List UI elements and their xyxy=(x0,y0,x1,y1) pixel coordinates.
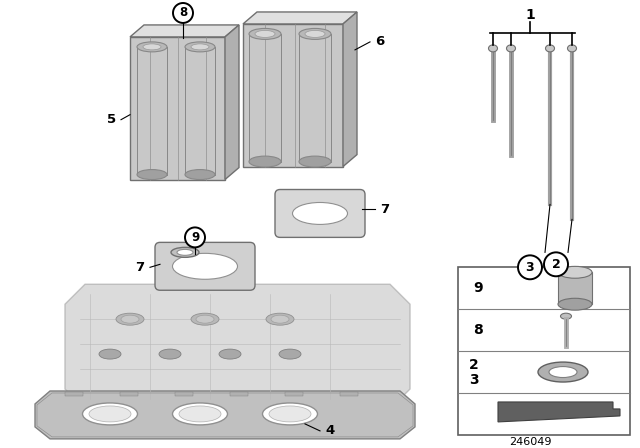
Text: 3: 3 xyxy=(469,373,479,387)
Ellipse shape xyxy=(271,315,289,323)
Ellipse shape xyxy=(299,156,331,167)
Ellipse shape xyxy=(185,169,215,180)
Ellipse shape xyxy=(255,30,275,37)
Ellipse shape xyxy=(549,366,577,378)
Bar xyxy=(340,392,358,396)
Text: 5: 5 xyxy=(108,113,116,126)
Ellipse shape xyxy=(558,267,592,278)
Bar xyxy=(120,392,138,396)
Text: 2: 2 xyxy=(469,358,479,372)
FancyBboxPatch shape xyxy=(155,242,255,290)
Ellipse shape xyxy=(173,254,237,279)
Bar xyxy=(285,392,303,396)
Ellipse shape xyxy=(191,44,209,50)
Ellipse shape xyxy=(191,313,219,325)
Ellipse shape xyxy=(177,250,193,255)
Text: 1: 1 xyxy=(525,8,535,22)
Ellipse shape xyxy=(99,349,121,359)
Ellipse shape xyxy=(538,362,588,382)
Text: 8: 8 xyxy=(473,323,483,337)
Ellipse shape xyxy=(171,247,199,257)
Ellipse shape xyxy=(568,45,577,52)
Circle shape xyxy=(185,228,205,247)
Polygon shape xyxy=(65,284,410,409)
Ellipse shape xyxy=(561,313,572,319)
Ellipse shape xyxy=(219,349,241,359)
Ellipse shape xyxy=(83,403,138,425)
Ellipse shape xyxy=(269,406,311,422)
Ellipse shape xyxy=(279,349,301,359)
Ellipse shape xyxy=(179,406,221,422)
Polygon shape xyxy=(130,25,239,37)
Bar xyxy=(558,272,592,304)
Text: 246049: 246049 xyxy=(509,437,551,447)
Polygon shape xyxy=(343,12,357,167)
Bar xyxy=(230,392,248,396)
Polygon shape xyxy=(498,402,620,422)
Ellipse shape xyxy=(143,44,161,50)
Ellipse shape xyxy=(196,315,214,323)
Polygon shape xyxy=(243,24,343,167)
Text: 4: 4 xyxy=(325,424,335,437)
Text: 8: 8 xyxy=(179,6,187,19)
Ellipse shape xyxy=(121,315,139,323)
Ellipse shape xyxy=(137,42,167,52)
Ellipse shape xyxy=(89,406,131,422)
Ellipse shape xyxy=(305,30,325,37)
Polygon shape xyxy=(130,37,225,180)
Ellipse shape xyxy=(173,403,227,425)
Ellipse shape xyxy=(116,313,144,325)
Ellipse shape xyxy=(266,313,294,325)
FancyBboxPatch shape xyxy=(275,190,365,237)
Text: 9: 9 xyxy=(473,281,483,295)
Polygon shape xyxy=(225,25,239,180)
Polygon shape xyxy=(243,12,357,24)
Bar xyxy=(175,392,193,396)
Bar xyxy=(458,267,630,435)
Ellipse shape xyxy=(558,298,592,310)
Ellipse shape xyxy=(488,45,497,52)
Text: 7: 7 xyxy=(380,203,390,216)
Ellipse shape xyxy=(299,28,331,39)
Text: 7: 7 xyxy=(136,261,145,274)
Ellipse shape xyxy=(262,403,317,425)
Text: 3: 3 xyxy=(525,261,534,274)
Ellipse shape xyxy=(249,156,281,167)
Ellipse shape xyxy=(137,169,167,180)
Polygon shape xyxy=(35,391,415,439)
Bar xyxy=(65,392,83,396)
Circle shape xyxy=(544,252,568,276)
Circle shape xyxy=(518,255,542,279)
Text: 6: 6 xyxy=(376,35,385,48)
Text: 9: 9 xyxy=(191,231,199,244)
Ellipse shape xyxy=(249,28,281,39)
Text: 2: 2 xyxy=(552,258,561,271)
Ellipse shape xyxy=(159,349,181,359)
Ellipse shape xyxy=(185,42,215,52)
Ellipse shape xyxy=(506,45,515,52)
Ellipse shape xyxy=(545,45,554,52)
Circle shape xyxy=(173,3,193,23)
Ellipse shape xyxy=(292,202,348,224)
